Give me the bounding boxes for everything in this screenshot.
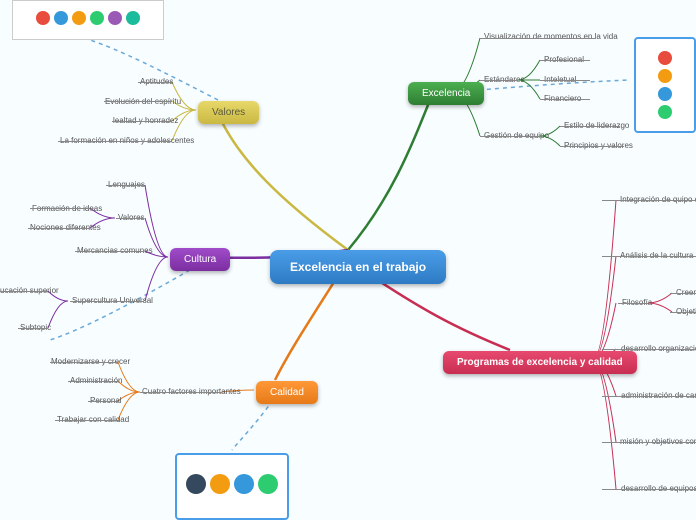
underline-16 xyxy=(75,251,143,252)
image-quality-illustration xyxy=(175,453,289,520)
underline-9 xyxy=(104,101,172,102)
underline-29 xyxy=(670,312,696,313)
leaf-excelencia-0: Visualización de momentos en la vida xyxy=(484,32,618,41)
branch-cultura: Cultura xyxy=(170,248,230,271)
underline-26 xyxy=(602,256,696,257)
underline-13 xyxy=(116,218,144,219)
underline-4 xyxy=(540,99,590,100)
underline-8 xyxy=(138,82,172,83)
underline-12 xyxy=(106,185,144,186)
underline-14 xyxy=(30,208,90,209)
branch-calidad: Calidad xyxy=(256,381,318,404)
underline-2 xyxy=(540,60,590,61)
underline-7 xyxy=(560,146,624,147)
branch-programas: Programas de excelencia y calidad xyxy=(443,351,637,374)
underline-10 xyxy=(112,121,172,122)
underline-30 xyxy=(602,349,696,350)
underline-23 xyxy=(88,401,118,402)
underline-33 xyxy=(602,489,696,490)
underline-19 xyxy=(18,328,48,329)
underline-31 xyxy=(602,396,696,397)
underline-28 xyxy=(670,293,696,294)
underline-20 xyxy=(140,392,222,393)
branch-excelencia: Excelencia xyxy=(408,82,484,105)
underline-27 xyxy=(618,303,648,304)
underline-11 xyxy=(58,141,172,142)
underline-22 xyxy=(68,381,118,382)
underline-6 xyxy=(560,126,620,127)
central-node: Excelencia en el trabajo xyxy=(270,250,446,284)
branch-valores: Valores xyxy=(198,101,259,124)
underline-24 xyxy=(55,420,119,421)
underline-17 xyxy=(70,301,144,302)
underline-3 xyxy=(540,80,590,81)
underline-18 xyxy=(0,291,48,292)
image-values-illustration xyxy=(12,0,164,40)
underline-1 xyxy=(480,80,518,81)
underline-5 xyxy=(480,136,540,137)
underline-15 xyxy=(28,228,90,229)
image-education-illustration xyxy=(634,37,696,133)
underline-21 xyxy=(50,362,118,363)
underline-0 xyxy=(480,38,596,39)
underline-25 xyxy=(602,200,696,201)
underline-32 xyxy=(602,442,696,443)
